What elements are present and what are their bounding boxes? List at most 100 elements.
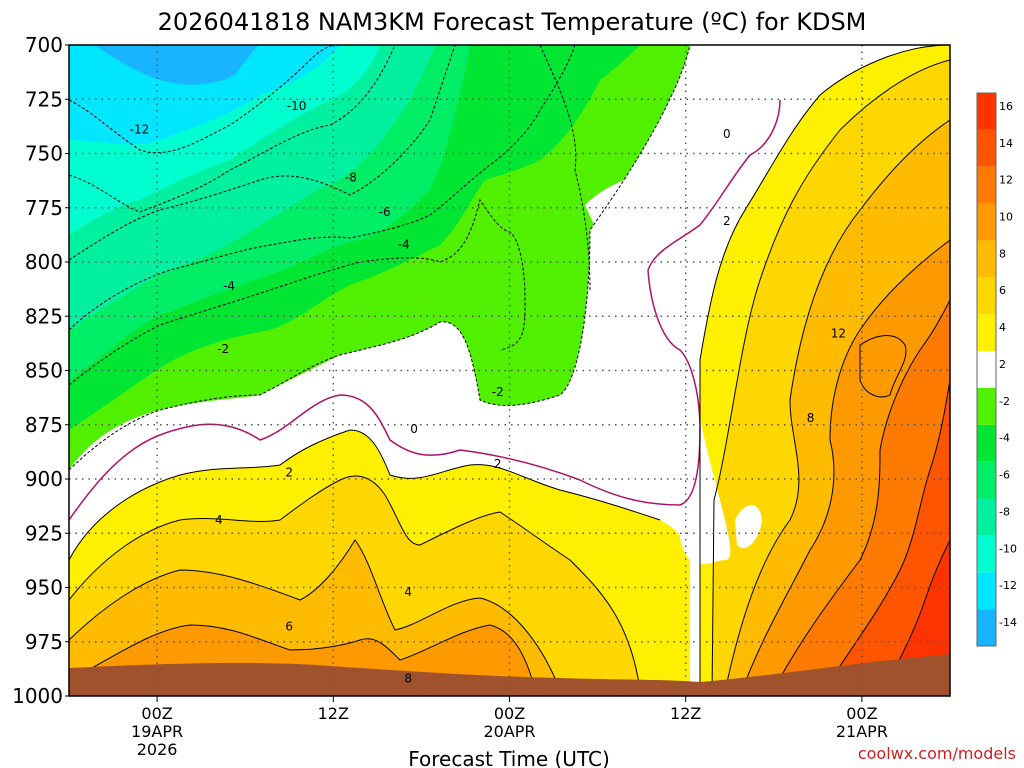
y-tick-label: 950 bbox=[25, 576, 63, 600]
contour-label: -2 bbox=[492, 385, 504, 399]
colorbar-tick-label: -10 bbox=[999, 542, 1017, 555]
contour-neg4b bbox=[539, 45, 591, 291]
band-red-orange-east bbox=[820, 380, 950, 696]
y-tick-label: 800 bbox=[25, 250, 63, 274]
colorbar-frame bbox=[976, 92, 997, 647]
contour-lines bbox=[69, 45, 950, 696]
credit-text: coolwx.com/models bbox=[858, 744, 1016, 763]
contour-label: 12 bbox=[831, 327, 846, 341]
contour-label: 2 bbox=[285, 465, 293, 479]
x-tick-label: 12Z bbox=[670, 704, 701, 723]
contour-6-east bbox=[723, 119, 950, 696]
contour-4-east bbox=[711, 59, 950, 696]
colorbar-tick-label: -12 bbox=[999, 579, 1017, 592]
x-tick-label: 2026 bbox=[137, 740, 178, 759]
contour-0-west bbox=[69, 99, 781, 521]
y-tick-label: 1000 bbox=[12, 684, 63, 708]
contour-label: -6 bbox=[379, 205, 391, 219]
white-pocket-large bbox=[585, 50, 800, 565]
colorbar-swatch bbox=[977, 277, 996, 315]
contour-label: 6 bbox=[285, 620, 293, 634]
x-tick-label: 00Z bbox=[494, 704, 525, 723]
y-tick-label: 900 bbox=[25, 467, 63, 491]
x-tick-label: 12Z bbox=[318, 704, 349, 723]
band-blue-coldest bbox=[95, 45, 258, 85]
colorbar-swatch bbox=[977, 387, 996, 425]
contour-labels: -12 -10 -8 -6 -4 -4 -2 -2 0 0 2 2 2 4 4 6 8 8 12 bbox=[130, 99, 846, 686]
y-tick-label: 775 bbox=[25, 196, 63, 220]
colorbar-tick-label: 12 bbox=[999, 174, 1013, 187]
colorbar-swatch bbox=[977, 498, 996, 536]
colorbar-tick-label: -4 bbox=[999, 432, 1010, 445]
chart-title: 2026041818 NAM3KM Forecast Temperature (… bbox=[158, 8, 867, 36]
colorbar-swatch bbox=[977, 351, 996, 388]
x-tick-label: 00Z bbox=[141, 704, 172, 723]
contour-4-west bbox=[69, 475, 641, 691]
plot-area bbox=[69, 45, 950, 696]
y-tick-label: 825 bbox=[25, 304, 63, 328]
colorbar-tick-label: 14 bbox=[999, 137, 1013, 150]
y-tick-label: 700 bbox=[25, 33, 63, 57]
y-tick-label: 975 bbox=[25, 630, 63, 654]
colorbar-tick-label: 4 bbox=[999, 321, 1006, 334]
contour-2-east bbox=[699, 45, 950, 696]
colorbar-swatch bbox=[977, 166, 996, 204]
contour-6-west bbox=[69, 539, 561, 691]
contour-8-east bbox=[739, 239, 950, 696]
contour-label: 8 bbox=[807, 411, 815, 425]
colorbar-tick-label: 6 bbox=[999, 284, 1006, 297]
y-tick-label: 725 bbox=[25, 87, 63, 111]
contour-neg12 bbox=[69, 45, 336, 154]
colorbar-swatch bbox=[977, 535, 996, 573]
colorbar-tick-label: -6 bbox=[999, 469, 1010, 482]
x-tick-label: 00Z bbox=[846, 704, 877, 723]
colorbar-tick-label: -8 bbox=[999, 505, 1010, 518]
contour-label: 8 bbox=[404, 672, 412, 686]
x-tick-label: 20APR bbox=[483, 722, 535, 741]
colorbar-swatch bbox=[977, 424, 996, 462]
contour-label: 4 bbox=[404, 585, 412, 599]
contour-label: 0 bbox=[410, 422, 418, 436]
x-tick-label: 19APR bbox=[131, 722, 183, 741]
colorbar-swatch bbox=[977, 572, 996, 610]
colorbar: -14 -12 -10 -8 -6 -4 -2 2 4 6 8 10 12 14 16 bbox=[976, 92, 1017, 647]
contour-label: -4 bbox=[223, 279, 235, 293]
colorbar-tick-label: 10 bbox=[999, 211, 1013, 224]
contour-8-west bbox=[69, 624, 536, 691]
colorbar-swatch bbox=[977, 203, 996, 241]
colorbar-swatch bbox=[977, 93, 996, 130]
contour-10-east bbox=[769, 299, 950, 696]
colorbar-tick-label: -2 bbox=[999, 395, 1010, 408]
contour-label: -8 bbox=[345, 170, 357, 184]
colorbar-tick-label: 8 bbox=[999, 247, 1006, 260]
colorbar-swatch bbox=[977, 129, 996, 167]
y-axis: 700 725 750 775 800 825 850 875 900 925 950 975 1000 bbox=[12, 33, 69, 708]
contour-label: 2 bbox=[723, 214, 731, 228]
colorbar-tick-label: 16 bbox=[999, 100, 1013, 113]
contour-neg10 bbox=[69, 45, 396, 213]
contour-12-loop bbox=[859, 335, 907, 398]
white-pocket-small bbox=[735, 505, 762, 549]
y-tick-label: 750 bbox=[25, 142, 63, 166]
contour-label: -10 bbox=[287, 99, 307, 113]
colorbar-swatch bbox=[977, 240, 996, 278]
colorbar-swatch bbox=[977, 461, 996, 499]
colorbar-tick-label: 2 bbox=[999, 358, 1006, 371]
contour-2-west bbox=[69, 429, 661, 561]
colorbar-swatch bbox=[977, 609, 996, 646]
contour-12-east bbox=[819, 379, 950, 696]
contour-label: 4 bbox=[215, 513, 223, 527]
x-tick-label: 21APR bbox=[836, 722, 888, 741]
colorbar-swatch bbox=[977, 314, 996, 352]
y-tick-label: 850 bbox=[25, 359, 63, 383]
x-axis-label: Forecast Time (UTC) bbox=[408, 747, 610, 768]
contour-label: 0 bbox=[723, 127, 731, 141]
contour-label: 2 bbox=[494, 457, 502, 471]
contour-neg2 bbox=[69, 45, 691, 471]
contour-label: -4 bbox=[398, 238, 410, 252]
contour-label: -12 bbox=[130, 123, 150, 137]
contour-neg4 bbox=[69, 198, 526, 386]
terrain-below-ground bbox=[69, 654, 950, 696]
